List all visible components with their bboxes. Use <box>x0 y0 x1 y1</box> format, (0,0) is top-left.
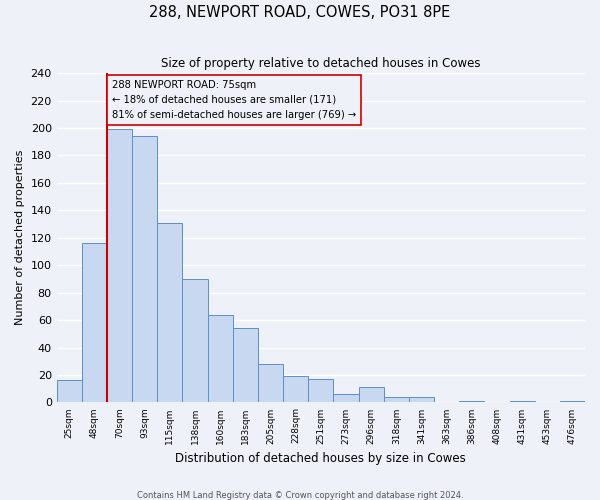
Bar <box>409 397 434 402</box>
Y-axis label: Number of detached properties: Number of detached properties <box>15 150 25 326</box>
Title: Size of property relative to detached houses in Cowes: Size of property relative to detached ho… <box>161 58 481 70</box>
Bar <box>208 314 233 402</box>
Bar <box>459 401 484 402</box>
X-axis label: Distribution of detached houses by size in Cowes: Distribution of detached houses by size … <box>175 452 466 465</box>
Bar <box>233 328 258 402</box>
Bar <box>283 376 308 402</box>
Bar <box>334 394 359 402</box>
Bar <box>258 364 283 403</box>
Bar <box>384 397 409 402</box>
Text: Contains HM Land Registry data © Crown copyright and database right 2024.: Contains HM Land Registry data © Crown c… <box>137 490 463 500</box>
Bar <box>509 401 535 402</box>
Bar <box>560 401 585 402</box>
Bar <box>82 243 107 402</box>
Text: 288, NEWPORT ROAD, COWES, PO31 8PE: 288, NEWPORT ROAD, COWES, PO31 8PE <box>149 5 451 20</box>
Bar <box>132 136 157 402</box>
Text: 288 NEWPORT ROAD: 75sqm
← 18% of detached houses are smaller (171)
81% of semi-d: 288 NEWPORT ROAD: 75sqm ← 18% of detache… <box>112 80 356 120</box>
Bar <box>157 222 182 402</box>
Bar <box>56 380 82 402</box>
Bar <box>308 379 334 402</box>
Bar <box>182 279 208 402</box>
Bar <box>359 388 384 402</box>
Bar <box>107 130 132 402</box>
